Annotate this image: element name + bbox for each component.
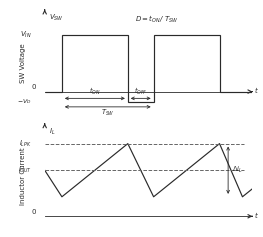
Text: $t_{OFF}$: $t_{OFF}$ (134, 86, 148, 97)
Text: Inductor Current: Inductor Current (20, 148, 26, 205)
Text: $t_{ON}$: $t_{ON}$ (89, 86, 101, 97)
Text: $T_{SW}$: $T_{SW}$ (101, 108, 115, 118)
Text: $I_{OUT}$: $I_{OUT}$ (18, 165, 32, 175)
Text: $-V_D$: $-V_D$ (17, 97, 32, 106)
Text: $V_{SW}$: $V_{SW}$ (49, 12, 64, 23)
Text: $\Delta i_L$: $\Delta i_L$ (232, 165, 243, 175)
Text: $D = t_{ON}$/ $T_{SW}$: $D = t_{ON}$/ $T_{SW}$ (135, 14, 178, 25)
Text: 0: 0 (32, 84, 36, 91)
Text: SW Voltage: SW Voltage (20, 43, 26, 83)
Text: $I_L$: $I_L$ (49, 127, 55, 137)
Text: $t$: $t$ (254, 210, 259, 219)
Text: 0: 0 (32, 210, 36, 215)
Text: $I_{LPK}$: $I_{LPK}$ (19, 138, 32, 149)
Text: $V_{IN}$: $V_{IN}$ (20, 30, 32, 40)
Text: $t$: $t$ (254, 85, 259, 95)
